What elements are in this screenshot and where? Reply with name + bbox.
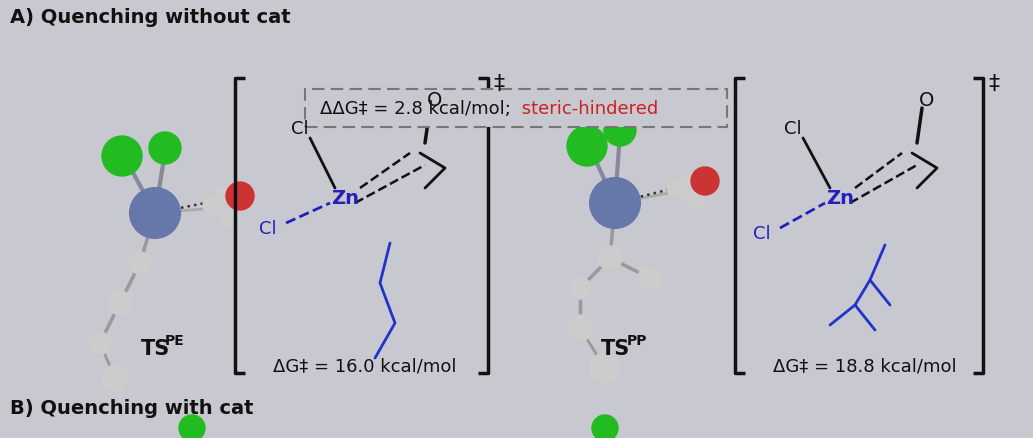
Circle shape [667, 179, 687, 198]
Circle shape [684, 173, 702, 191]
Circle shape [130, 189, 180, 238]
Text: steric-hindered: steric-hindered [516, 100, 658, 118]
Circle shape [179, 415, 205, 438]
FancyBboxPatch shape [305, 90, 727, 128]
Circle shape [590, 353, 620, 383]
Circle shape [216, 187, 234, 205]
Circle shape [149, 133, 181, 165]
Circle shape [204, 195, 223, 215]
Text: ‡: ‡ [988, 74, 999, 94]
Circle shape [604, 115, 636, 147]
Text: ΔG‡ = 18.8 kcal/mol: ΔG‡ = 18.8 kcal/mol [773, 357, 957, 375]
Circle shape [590, 179, 640, 229]
Circle shape [129, 252, 151, 274]
Circle shape [598, 247, 622, 270]
Text: O: O [428, 91, 443, 110]
Text: TS: TS [600, 338, 630, 358]
Text: A) Quenching without cat: A) Quenching without cat [10, 7, 290, 26]
Text: PP: PP [627, 333, 648, 347]
Circle shape [592, 415, 618, 438]
Circle shape [102, 137, 142, 177]
Text: PE: PE [165, 333, 185, 347]
Circle shape [102, 365, 128, 391]
Text: Cl: Cl [259, 219, 277, 237]
Text: Cl: Cl [753, 225, 771, 243]
Circle shape [226, 183, 254, 211]
Circle shape [691, 168, 719, 195]
Text: Zn: Zn [826, 189, 854, 208]
Text: Zn: Zn [331, 189, 359, 208]
Circle shape [89, 332, 111, 354]
Circle shape [686, 190, 705, 208]
Circle shape [569, 277, 591, 299]
Text: ‡: ‡ [493, 74, 504, 94]
Text: ΔG‡ = 16.0 kcal/mol: ΔG‡ = 16.0 kcal/mol [274, 357, 457, 375]
Text: ΔΔG‡ = 2.8 kcal/mol;: ΔΔG‡ = 2.8 kcal/mol; [320, 100, 511, 118]
Circle shape [638, 266, 662, 290]
Text: TS: TS [140, 338, 169, 358]
Text: Cl: Cl [784, 120, 802, 138]
Circle shape [567, 315, 593, 341]
Circle shape [221, 209, 239, 227]
Circle shape [567, 127, 607, 166]
Text: B) Quenching with cat: B) Quenching with cat [10, 399, 253, 417]
Circle shape [108, 291, 132, 315]
Text: Cl: Cl [291, 120, 309, 138]
Text: O: O [919, 91, 935, 110]
